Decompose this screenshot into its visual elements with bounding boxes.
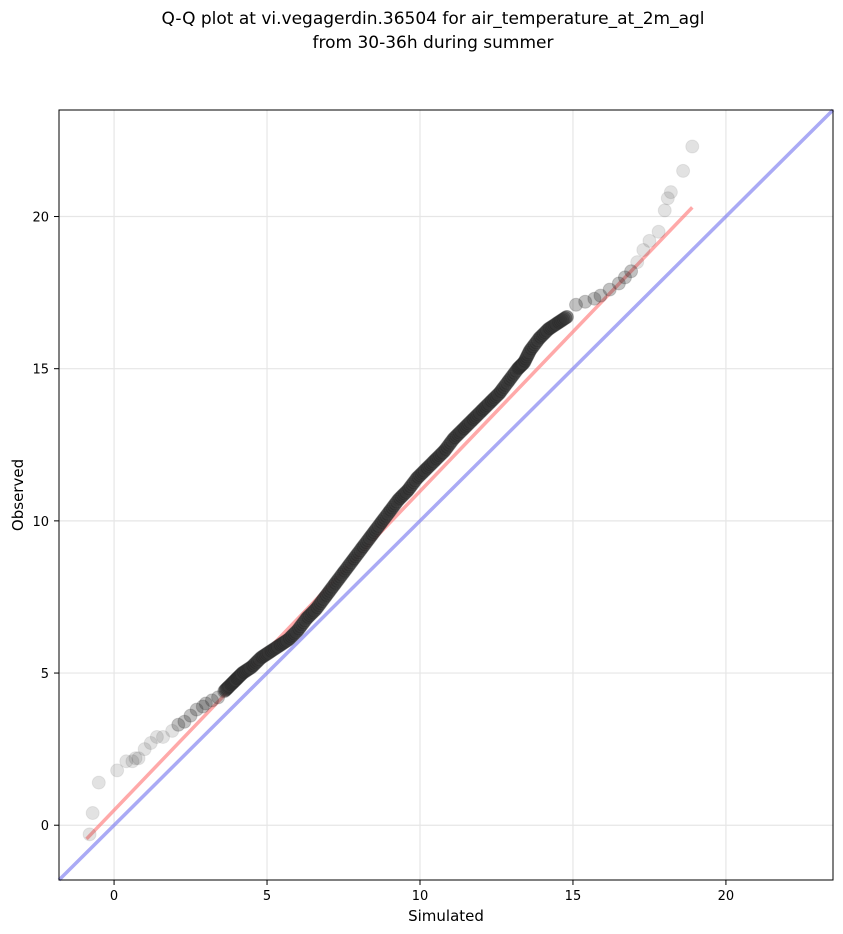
data-point bbox=[660, 191, 675, 206]
data-point bbox=[685, 139, 700, 154]
x-tick-label: 5 bbox=[263, 889, 271, 904]
data-point bbox=[91, 775, 106, 790]
x-tick-label: 10 bbox=[412, 889, 429, 904]
data-point bbox=[636, 243, 651, 257]
identity-line-layer bbox=[57, 108, 835, 882]
y-tick-label: 0 bbox=[41, 819, 49, 834]
x-tick-label: 20 bbox=[718, 889, 735, 904]
x-tick-label: 15 bbox=[565, 889, 582, 904]
data-point bbox=[569, 297, 584, 312]
chart-title-line-1: Q-Q plot at vi.vegagerdin.36504 for air_… bbox=[161, 9, 704, 29]
data-points-layer bbox=[82, 139, 700, 842]
data-point bbox=[593, 288, 608, 303]
data-point bbox=[156, 729, 171, 744]
data-point bbox=[110, 763, 125, 778]
plot-frame bbox=[58, 109, 834, 881]
data-point bbox=[630, 255, 645, 270]
data-point bbox=[128, 751, 143, 766]
fit-line bbox=[85, 206, 694, 841]
data-point bbox=[183, 708, 198, 723]
data-point bbox=[85, 806, 100, 821]
data-point bbox=[204, 693, 219, 708]
data-point bbox=[177, 714, 192, 729]
y-axis-ticks: 0 5 10 15 20 bbox=[32, 211, 59, 834]
chart-title-line-2: from 30-36h during summer bbox=[313, 33, 554, 53]
data-point bbox=[198, 696, 213, 711]
y-axis-label: Observed bbox=[9, 459, 27, 531]
data-point bbox=[624, 264, 639, 279]
y-tick-label: 15 bbox=[32, 363, 49, 378]
data-point bbox=[137, 742, 152, 757]
data-point bbox=[657, 203, 672, 218]
data-point bbox=[149, 729, 164, 744]
x-axis-ticks: 0 5 10 15 20 bbox=[110, 880, 734, 904]
y-tick-label: 10 bbox=[32, 515, 49, 530]
grid-lines bbox=[59, 110, 833, 880]
data-point bbox=[171, 717, 186, 732]
data-point bbox=[642, 233, 657, 248]
data-point bbox=[143, 736, 158, 751]
data-point bbox=[82, 827, 97, 842]
data-point bbox=[617, 270, 632, 285]
data-point-dense bbox=[558, 310, 573, 325]
data-point bbox=[602, 282, 617, 297]
x-axis-label: Simulated bbox=[408, 907, 484, 925]
data-point bbox=[663, 185, 678, 200]
y-tick-label: 5 bbox=[41, 667, 49, 682]
data-point bbox=[125, 754, 140, 769]
y-tick-label: 20 bbox=[32, 211, 49, 226]
x-tick-label: 0 bbox=[110, 889, 118, 904]
data-point bbox=[651, 224, 666, 239]
data-point bbox=[131, 751, 146, 766]
fit-line-layer bbox=[85, 206, 694, 841]
data-point bbox=[676, 163, 691, 178]
identity-line bbox=[57, 108, 835, 882]
data-point bbox=[195, 699, 210, 714]
data-point bbox=[578, 294, 593, 309]
data-point bbox=[611, 276, 626, 291]
data-point bbox=[165, 723, 180, 738]
data-point bbox=[587, 291, 602, 306]
data-point bbox=[189, 702, 204, 717]
data-point bbox=[119, 754, 134, 769]
